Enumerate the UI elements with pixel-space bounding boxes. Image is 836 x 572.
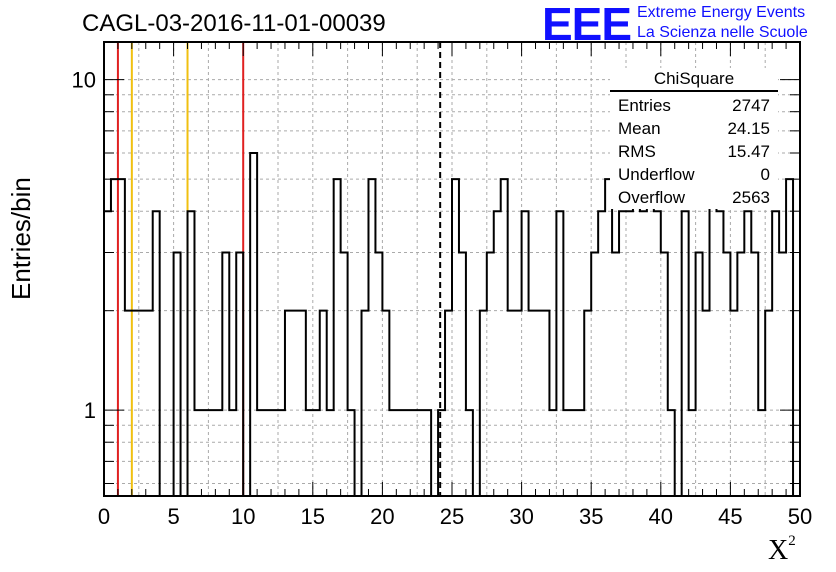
- x-tick-label: 0: [98, 504, 110, 529]
- stats-value: 0: [760, 165, 770, 184]
- x-tick-label: 30: [509, 504, 533, 529]
- x-axis-label-base: X: [768, 535, 789, 566]
- stats-row-entries: Entries 2747: [610, 94, 778, 117]
- y-tick-label: 1: [84, 398, 96, 423]
- stats-value: 2747: [732, 96, 770, 115]
- eee-logo-letters: EEE: [542, 2, 631, 46]
- stats-row-overflow: Overflow 2563: [610, 186, 778, 209]
- logo-line-1: Extreme Energy Events: [637, 4, 806, 21]
- x-tick-label: 35: [579, 504, 603, 529]
- x-axis-ticks: 0 5 10 15 20 25 30 35 40 45 50: [98, 42, 812, 529]
- stats-label: RMS: [618, 142, 656, 161]
- stats-value: 15.47: [727, 142, 770, 161]
- x-tick-label: 50: [788, 504, 812, 529]
- stats-row-underflow: Underflow 0: [610, 163, 778, 186]
- stats-label: Overflow: [618, 188, 686, 207]
- stats-value: 24.15: [727, 119, 770, 138]
- x-tick-label: 10: [231, 504, 255, 529]
- x-axis-label-exponent: 2: [788, 532, 796, 549]
- stats-rows: Entries 2747 Mean 24.15 RMS 15.47 Underflow 0 Ov…: [610, 94, 778, 209]
- y-axis-label: Entries/bin: [6, 177, 36, 300]
- stats-row-mean: Mean 24.15: [610, 117, 778, 140]
- reference-lines: [116, 42, 442, 496]
- y-axis-ticks: 1 10: [72, 68, 800, 485]
- y-tick-label: 10: [72, 68, 96, 93]
- stats-label: Mean: [618, 119, 661, 138]
- x-tick-label: 15: [301, 504, 325, 529]
- eee-logo-mark: EEE: [542, 0, 632, 50]
- eee-logo: EEE Extreme Energy Events La Scienza nel…: [542, 0, 832, 50]
- x-tick-label: 40: [649, 504, 673, 529]
- x-tick-label: 20: [370, 504, 394, 529]
- stats-box: ChiSquare Entries 2747 Mean 24.15 RMS 15.47 Un…: [610, 68, 778, 209]
- stats-title: ChiSquare: [610, 68, 778, 92]
- stats-label: Entries: [618, 96, 671, 115]
- stats-label: Underflow: [618, 165, 695, 184]
- stats-row-rms: RMS 15.47: [610, 140, 778, 163]
- x-axis-label: X2: [768, 532, 796, 567]
- chart-title: CAGL-03-2016-11-01-00039: [82, 10, 386, 37]
- x-tick-label: 25: [440, 504, 464, 529]
- stats-value: 2563: [732, 188, 770, 207]
- x-tick-label: 5: [167, 504, 179, 529]
- x-tick-label: 45: [718, 504, 742, 529]
- logo-line-2: La Scienza nelle Scuole: [637, 24, 808, 41]
